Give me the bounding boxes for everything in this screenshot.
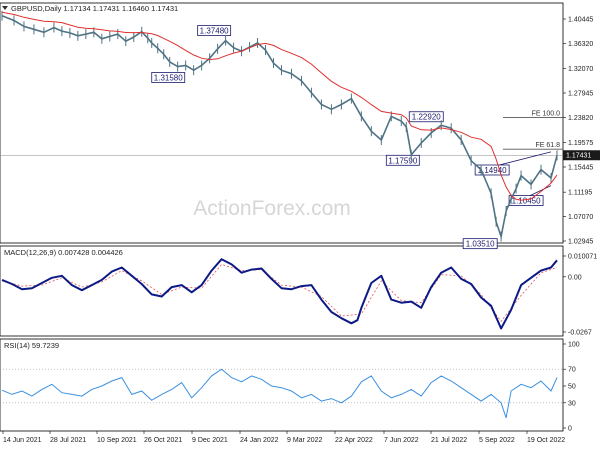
price-tick-label: 1.19575: [568, 140, 593, 147]
x-tick-label: 7 Jun 2022: [384, 437, 419, 444]
rsi-pane-frame: [0, 338, 564, 432]
fe-level-label: FE 100.0: [532, 110, 561, 117]
level-box: [385, 154, 420, 166]
price-tick-label: 1.07070: [568, 214, 593, 221]
watermark: ActionForex.com: [193, 197, 351, 220]
level-box: [474, 164, 510, 176]
price-tick-label: 1.11195: [568, 190, 592, 197]
price-tick-label: 1.02945: [568, 239, 593, 246]
x-tick-label: 19 Oct 2022: [527, 437, 565, 444]
x-tick-label: 28 Jul 2021: [50, 437, 86, 444]
rsi-line: [1, 368, 558, 419]
macd-tick-label: 0.00: [568, 274, 582, 281]
level-box-label: 1.10450: [512, 197, 541, 206]
x-tick-label: 22 Apr 2022: [335, 437, 373, 444]
x-tick-label: 10 Sep 2021: [97, 437, 137, 444]
current-price-label: 1.17431: [566, 153, 591, 160]
x-tick-label: 9 Dec 2021: [192, 437, 228, 444]
price-tick-label: 1.23820: [568, 115, 593, 122]
rsi-y-axis: 100 70 50 30 0: [563, 342, 580, 433]
moving-average-line: [1, 11, 558, 201]
x-tick-label: 26 Oct 2021: [144, 437, 182, 444]
current-price-tag: [563, 150, 600, 161]
price-tick-label: 1.27945: [568, 91, 593, 98]
rsi-tick-label: 0: [568, 426, 572, 433]
level-box-label: 1.14940: [478, 166, 507, 175]
level-box: [197, 25, 232, 36]
x-tick-label: 14 Jun 2021: [3, 437, 42, 444]
price-tick-label: 1.32070: [568, 66, 593, 73]
level-box: [462, 238, 498, 250]
level-box-label: 1.03510: [466, 240, 495, 249]
level-box: [408, 111, 444, 123]
price-tick-label: 1.40445: [568, 17, 593, 24]
price-series: [1, 10, 558, 242]
level-box: [151, 72, 186, 83]
level-box-label: 1.17590: [388, 156, 417, 165]
x-tick-label: 9 Mar 2022: [287, 437, 323, 444]
price-tick-label: 1.36320: [568, 41, 593, 48]
price-y-axis: 1.40445 1.36320 1.32070 1.27945 1.23820 1.195…: [563, 17, 600, 246]
macd-tick-label: -0.0267: [568, 330, 592, 337]
price-pane-frame: [0, 2, 564, 244]
price-line: [1, 14, 558, 240]
price-tick-label: 1.15445: [568, 165, 593, 172]
level-box-label: 1.31580: [154, 73, 183, 82]
price-title: GBPUSD,Daily 1.17134 1.17431 1.16460 1.1…: [11, 4, 178, 13]
x-axis: 14 Jun 2021 28 Jul 2021 10 Sep 2021 26 Oct …: [2, 431, 565, 444]
x-tick-label: 24 Jan 2022: [240, 437, 279, 444]
macd-tick-label: 0.010071: [568, 254, 597, 261]
rsi-series: [0, 368, 563, 419]
rsi-tick-label: 50: [568, 384, 576, 391]
fe-level-label: FE 61.8: [535, 142, 560, 149]
rsi-tick-label: 30: [568, 400, 576, 407]
level-box-label: 1.22920: [412, 113, 441, 122]
macd-y-axis: 0.010071 0.00 -0.0267: [563, 254, 597, 337]
macd-main-line: [1, 258, 558, 330]
macd-title: MACD(12,26,9) 0.007428 0.004426: [4, 248, 123, 257]
rsi-tick-label: 100: [568, 342, 580, 349]
x-tick-label: 5 Sep 2022: [479, 437, 515, 444]
rsi-tick-label: 70: [568, 367, 576, 374]
x-tick-label: 21 Jul 2022: [431, 437, 467, 444]
price-annotations: FE 100.0 FE 61.8 1.37480 1.31580 1.22920 1.17…: [151, 25, 563, 250]
level-box: [508, 195, 544, 206]
collapse-triangle-icon[interactable]: [2, 6, 8, 10]
level-box-label: 1.37480: [200, 27, 229, 36]
rsi-title: RSI(14) 59.7239: [4, 341, 59, 350]
macd-pane-frame: [0, 245, 564, 337]
macd-series: [1, 258, 558, 330]
